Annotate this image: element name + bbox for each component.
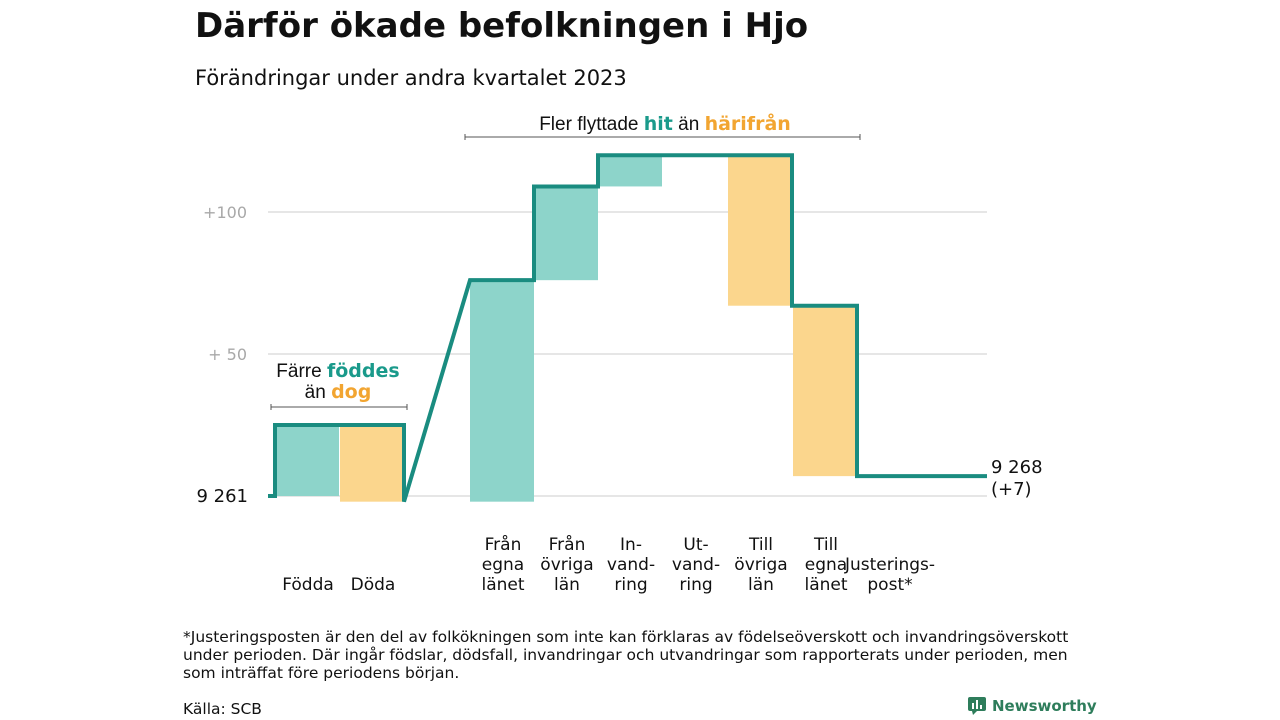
bar-2 bbox=[470, 280, 534, 502]
category-label: post* bbox=[867, 575, 912, 595]
brand-name: Newsworthy bbox=[992, 697, 1097, 715]
births-annotation-dog: dog bbox=[331, 381, 372, 403]
migration-annotation-middle: än bbox=[678, 114, 700, 135]
population-step-line bbox=[268, 153, 987, 503]
chart-title: Därför ökade befolkningen i Hjo bbox=[195, 6, 809, 46]
footnote: *Justeringsposten är den del av folkökni… bbox=[183, 628, 1069, 682]
category-label: övriga bbox=[540, 555, 593, 575]
category-label: egna bbox=[482, 555, 524, 575]
y-tick-label: +100 bbox=[203, 203, 247, 222]
migration-annotation-prefix: Fler flyttade bbox=[539, 114, 639, 135]
brand-logo: Newsworthy bbox=[968, 697, 1097, 715]
bar-6 bbox=[728, 155, 792, 306]
category-label: län bbox=[554, 575, 580, 595]
migration-annotation-harifran: härifrån bbox=[704, 113, 791, 135]
y-tick-label: + 50 bbox=[208, 345, 247, 364]
category-label: vand- bbox=[672, 555, 720, 575]
category-label: Från bbox=[485, 534, 522, 555]
category-label: Till bbox=[813, 535, 838, 555]
births-annotation-prefix: Färre bbox=[276, 361, 322, 382]
migration-annotation: Fler flyttade hit än härifrån bbox=[470, 114, 860, 135]
start-value-label: 9 261 bbox=[196, 486, 248, 507]
source-label: Källa: SCB bbox=[183, 700, 262, 718]
category-label: Ut- bbox=[683, 535, 708, 555]
category-label: länet bbox=[804, 575, 847, 595]
births-annotation-fodde: föddes bbox=[326, 360, 400, 382]
bar-4 bbox=[598, 155, 662, 187]
category-label: egna bbox=[805, 555, 847, 575]
category-label: Justerings- bbox=[844, 555, 935, 575]
migration-annotation-hit: hit bbox=[643, 113, 673, 135]
category-label: län bbox=[748, 575, 774, 595]
category-label: Döda bbox=[351, 575, 396, 595]
bar-0 bbox=[275, 425, 339, 496]
chart-subtitle: Förändringar under andra kvartalet 2023 bbox=[195, 66, 627, 90]
category-label: övriga bbox=[734, 555, 787, 575]
bar-1 bbox=[340, 425, 404, 502]
bar-3 bbox=[534, 186, 598, 281]
category-label: In- bbox=[620, 535, 642, 555]
births-annotation: Färre föddes än dog bbox=[258, 361, 418, 403]
category-label: Till bbox=[748, 535, 773, 555]
end-change-label: (+7) bbox=[991, 479, 1032, 500]
category-label: Födda bbox=[282, 575, 334, 595]
category-label: länet bbox=[481, 575, 524, 595]
category-label: vand- bbox=[607, 555, 655, 575]
category-label: ring bbox=[679, 575, 712, 595]
newsworthy-logo-icon bbox=[968, 697, 986, 715]
bar-7 bbox=[793, 305, 857, 477]
category-label: Från bbox=[549, 534, 586, 555]
births-annotation-middle: än bbox=[304, 382, 326, 403]
category-label: ring bbox=[614, 575, 647, 595]
end-value-label: 9 268 bbox=[991, 457, 1043, 478]
